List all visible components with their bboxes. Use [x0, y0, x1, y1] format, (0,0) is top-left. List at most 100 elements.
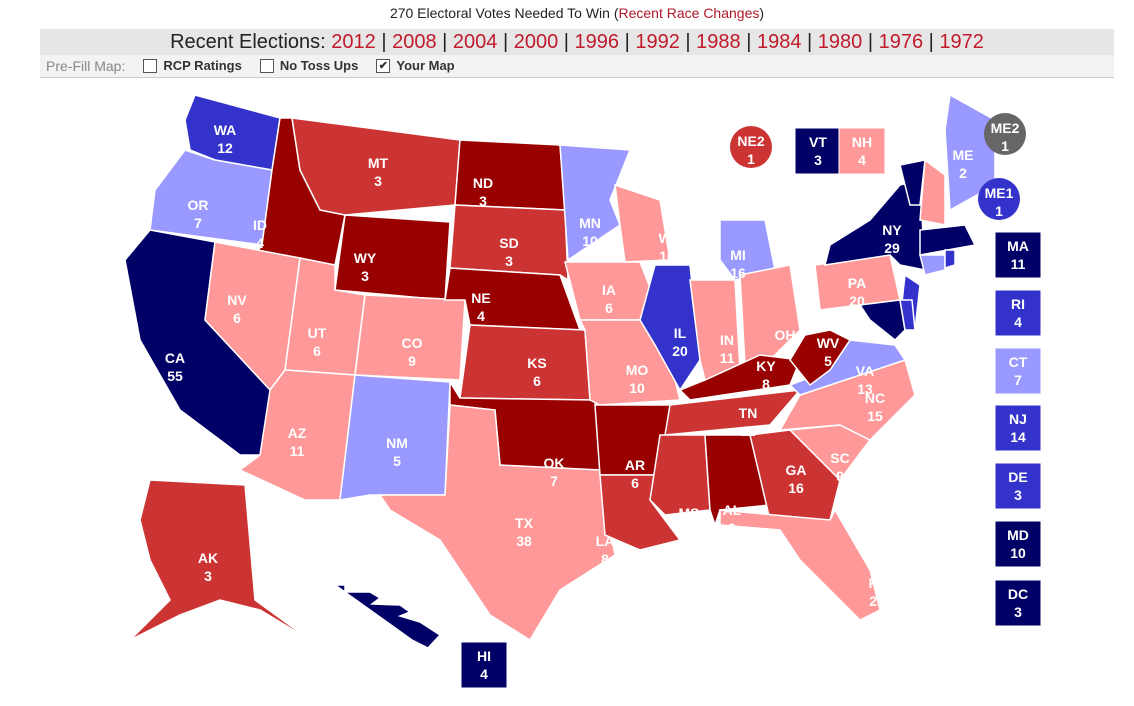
checkbox[interactable]	[259, 59, 274, 73]
state-label-nm: NM	[386, 435, 408, 451]
state-label-me: ME	[953, 147, 974, 163]
state-ne[interactable]	[444, 267, 582, 331]
state-nh[interactable]	[919, 158, 946, 226]
state-box-nh[interactable]	[838, 127, 886, 175]
state-box-dc[interactable]	[994, 579, 1042, 627]
state-box-vt[interactable]	[794, 127, 842, 175]
state-box-md[interactable]	[994, 520, 1042, 568]
prefill-option[interactable]: RCP Ratings	[143, 55, 242, 77]
electoral-votes-tn: 11	[741, 423, 756, 439]
state-md[interactable]	[858, 299, 906, 342]
state-mn[interactable]	[559, 144, 632, 262]
election-year-1992[interactable]: 1992	[635, 31, 680, 53]
state-label-me2: ME2	[991, 120, 1020, 136]
state-label-ny: NY	[882, 222, 902, 238]
state-box-hi[interactable]	[460, 641, 508, 689]
checkbox[interactable]: ✔	[376, 59, 391, 73]
state-nd[interactable]	[454, 139, 566, 211]
state-label-wa: WA	[214, 122, 237, 138]
recent-race-changes-link[interactable]: Recent Race Changes	[618, 5, 760, 21]
election-year-1972[interactable]: 1972	[939, 31, 984, 53]
district-circle-ne2[interactable]	[730, 126, 772, 168]
electoral-votes-or: 7	[194, 215, 202, 231]
state-label-sc: SC	[830, 450, 849, 466]
option-label: Your Map	[396, 58, 455, 73]
state-label-co: CO	[402, 335, 423, 351]
state-box-ri[interactable]	[994, 289, 1042, 337]
prefill-bar: Pre-Fill Map: RCP Ratings No Toss Ups ✔ You…	[40, 55, 1114, 78]
state-vt[interactable]	[899, 159, 926, 206]
electoral-votes-wa: 12	[217, 140, 233, 156]
district-circle-me1[interactable]	[978, 178, 1020, 220]
electoral-votes-ut: 6	[313, 343, 321, 359]
state-box-ma[interactable]	[994, 231, 1042, 279]
election-year-2008[interactable]: 2008	[392, 31, 437, 53]
election-year-1976[interactable]: 1976	[878, 31, 924, 53]
state-label-tn: TN	[739, 405, 758, 421]
state-me[interactable]	[944, 93, 996, 212]
state-sd[interactable]	[449, 204, 569, 282]
state-label-ma: MA	[1007, 238, 1029, 254]
needed-text: 270 Electoral Votes Needed To Win	[389, 5, 610, 21]
win-threshold: 270 Electoral Votes Needed To Win (Recen…	[0, 5, 1134, 21]
recent-elections-bar: Recent Elections: 2012 | 2008 | 2004 | 2…	[40, 29, 1114, 55]
state-co[interactable]	[354, 294, 466, 381]
state-box-ct[interactable]	[994, 347, 1042, 395]
state-label-nd: ND	[473, 175, 493, 191]
electoral-votes-ia: 6	[605, 300, 613, 316]
electoral-votes-ny: 29	[884, 240, 900, 256]
state-label-ia: IA	[602, 282, 616, 298]
prefill-option[interactable]: ✔ Your Map	[376, 55, 455, 77]
separator: |	[679, 31, 697, 53]
state-ks[interactable]	[459, 324, 591, 401]
state-ms[interactable]	[649, 434, 711, 516]
state-label-ne: NE	[471, 290, 490, 306]
state-wy[interactable]	[334, 214, 451, 301]
electoral-votes-ak: 3	[204, 568, 212, 584]
state-label-hi: HI	[477, 648, 491, 664]
state-label-ri: RI	[1011, 296, 1025, 312]
option-label: No Toss Ups	[279, 58, 359, 73]
election-year-1996[interactable]: 1996	[574, 31, 620, 53]
state-hi[interactable]	[332, 584, 442, 649]
state-label-oh: OH	[775, 327, 796, 343]
state-wv[interactable]	[789, 329, 852, 387]
electoral-votes-me2: 1	[1001, 138, 1009, 154]
state-label-il: IL	[674, 325, 687, 341]
state-label-ca: CA	[165, 350, 185, 366]
state-de[interactable]	[899, 299, 916, 331]
election-year-2012[interactable]: 2012	[331, 31, 376, 53]
state-label-al: AL	[723, 502, 742, 518]
state-label-md: MD	[1007, 527, 1029, 543]
electoral-votes-ar: 6	[631, 475, 639, 491]
prefill-option[interactable]: No Toss Ups	[259, 55, 359, 77]
district-circle-me2[interactable]	[984, 113, 1026, 155]
state-ma[interactable]	[919, 224, 977, 256]
state-ak[interactable]	[129, 479, 311, 641]
state-tx[interactable]	[378, 404, 616, 642]
electoral-votes-nc: 15	[867, 408, 883, 424]
state-label-pa: PA	[848, 275, 866, 291]
election-year-1980[interactable]: 1980	[817, 31, 863, 53]
state-tn[interactable]	[664, 389, 802, 436]
separator: |	[619, 31, 636, 53]
state-ga[interactable]	[749, 429, 841, 521]
electoral-votes-sd: 3	[505, 253, 513, 269]
election-year-2004[interactable]: 2004	[452, 31, 498, 53]
state-ct[interactable]	[919, 254, 946, 276]
state-box-de[interactable]	[994, 462, 1042, 510]
electoral-votes-vt: 3	[814, 152, 822, 168]
election-year-2000[interactable]: 2000	[513, 31, 559, 53]
electoral-votes-tx: 38	[516, 533, 532, 549]
state-ri[interactable]	[944, 249, 956, 270]
state-wi[interactable]	[614, 183, 671, 263]
state-fl[interactable]	[719, 508, 881, 621]
checkbox[interactable]	[143, 59, 158, 73]
recent-elections-label: Recent Elections:	[170, 31, 326, 53]
electoral-votes-hi: 4	[480, 666, 488, 682]
state-box-nj[interactable]	[994, 404, 1042, 452]
state-oh[interactable]	[739, 264, 801, 366]
state-label-ak: AK	[198, 550, 218, 566]
election-year-1988[interactable]: 1988	[696, 31, 741, 53]
election-year-1984[interactable]: 1984	[756, 31, 802, 53]
